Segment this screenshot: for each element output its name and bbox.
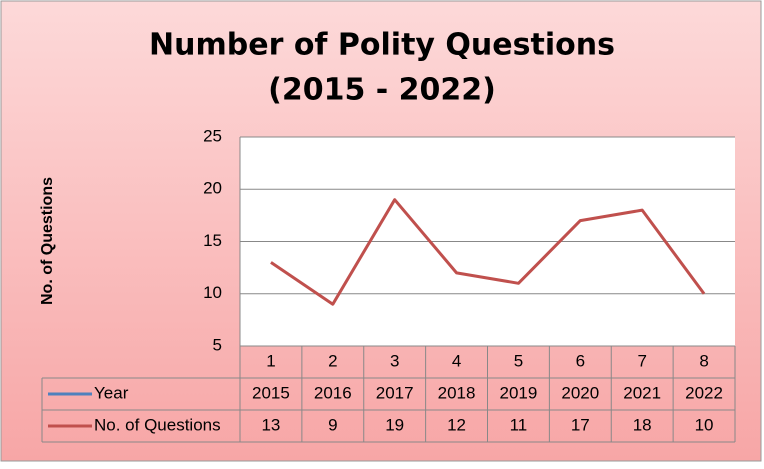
table-value: 2020 [561, 383, 599, 402]
table-value: 2019 [500, 383, 538, 402]
legend-label: No. of Questions [94, 415, 221, 434]
y-tick-label: 20 [203, 179, 222, 198]
y-tick-label: 5 [213, 335, 222, 354]
table-value: 10 [695, 415, 714, 434]
x-tick-label: 1 [266, 351, 275, 370]
x-tick-label: 6 [576, 351, 585, 370]
series-line [270, 198, 706, 306]
x-tick-label: 3 [390, 351, 399, 370]
table-value: 18 [633, 415, 652, 434]
table-value: 2017 [376, 383, 414, 402]
table-value: 2016 [314, 383, 352, 402]
x-tick-label: 8 [699, 351, 708, 370]
x-tick-label: 4 [452, 351, 461, 370]
y-axis-title: No. of Questions [39, 177, 56, 305]
chart-subtitle: (2015 - 2022) [268, 73, 496, 108]
table-value: 12 [447, 415, 466, 434]
x-tick-label: 7 [637, 351, 646, 370]
y-tick-label: 15 [203, 231, 222, 250]
legend-label: Year [94, 383, 129, 402]
y-tick-label: 10 [203, 283, 222, 302]
table-value: 13 [261, 415, 280, 434]
table-value: 2022 [685, 383, 723, 402]
y-tick-label: 25 [203, 126, 222, 145]
table-value: 2015 [252, 383, 290, 402]
table-value: 2018 [438, 383, 476, 402]
table-value: 19 [385, 415, 404, 434]
table-value: 9 [328, 415, 337, 434]
chart-title: Number of Polity Questions [149, 28, 615, 63]
table-value: 17 [571, 415, 590, 434]
table-value: 2021 [623, 383, 661, 402]
x-tick-label: 2 [328, 351, 337, 370]
x-tick-label: 5 [514, 351, 523, 370]
table-value: 11 [510, 415, 528, 434]
